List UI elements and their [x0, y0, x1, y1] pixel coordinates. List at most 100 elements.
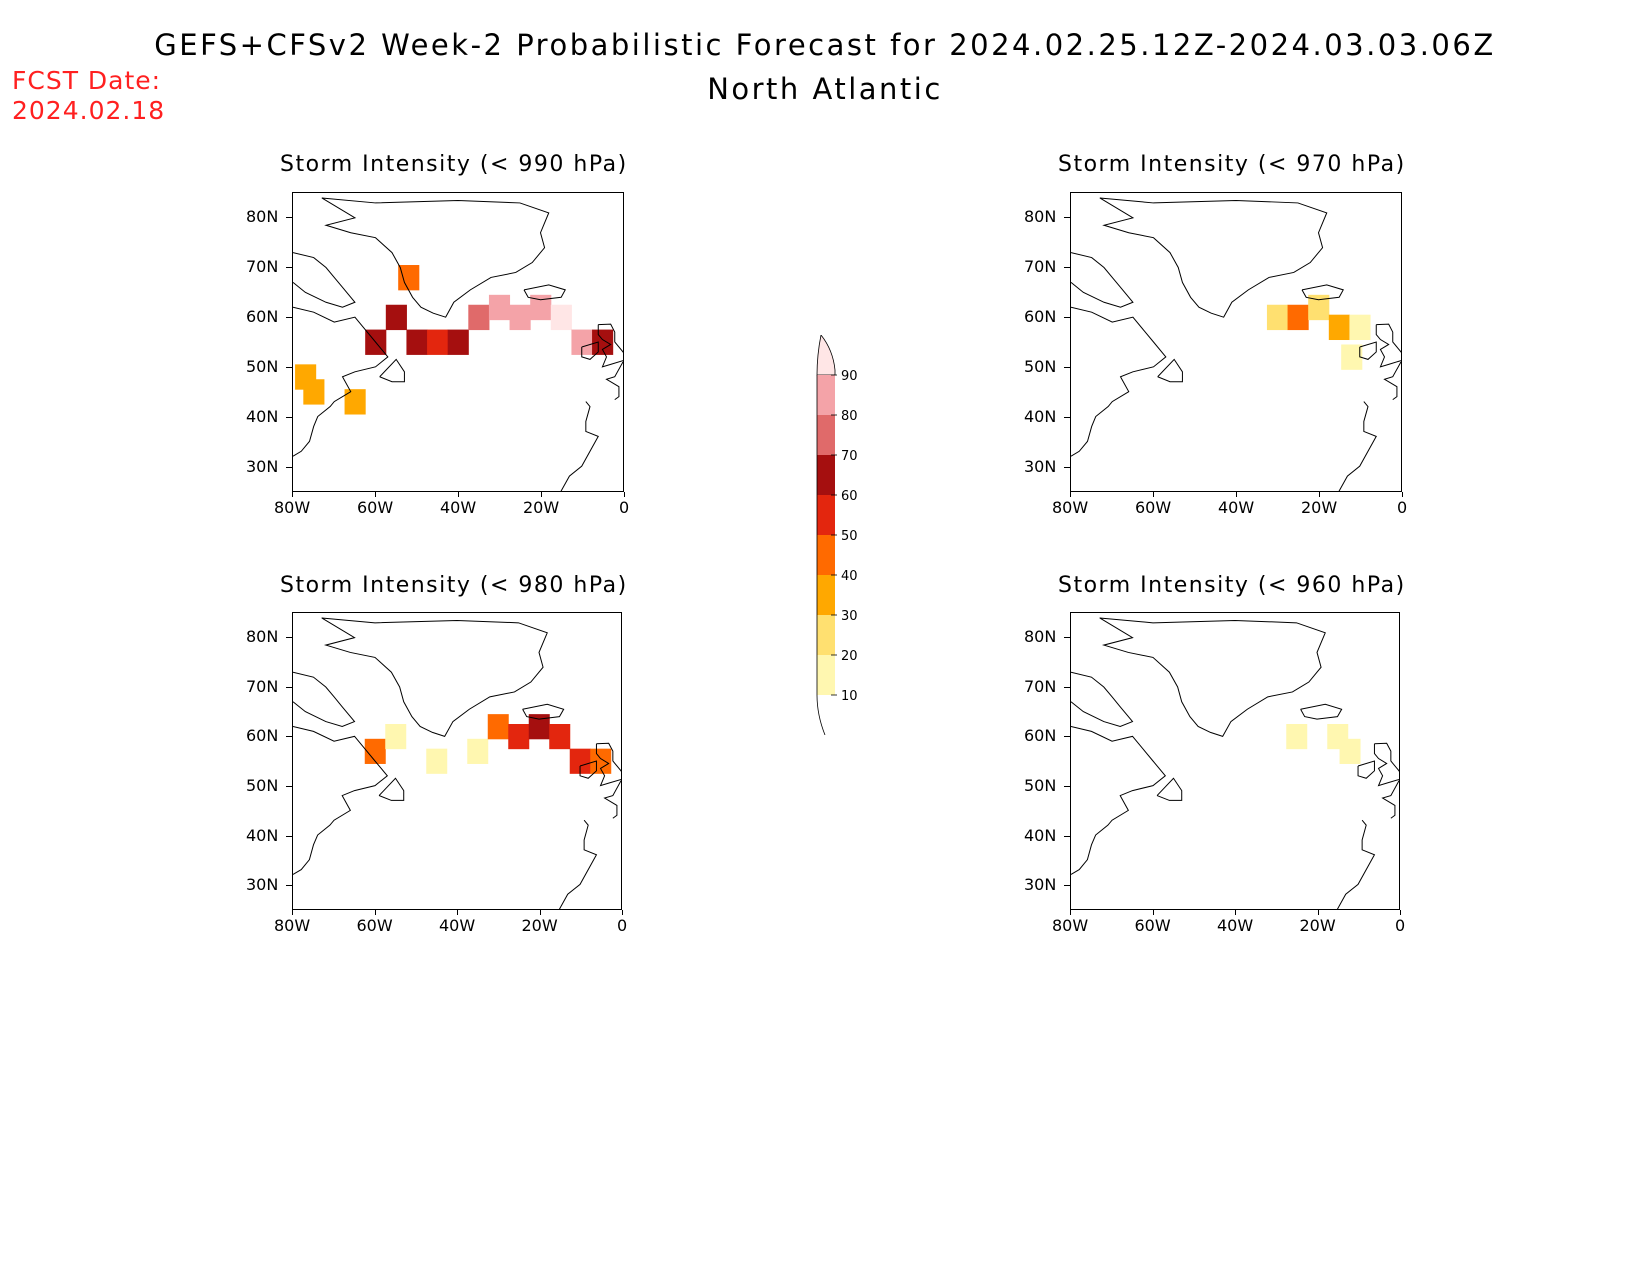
prob-cell — [344, 389, 366, 415]
map-960-svg — [1071, 617, 1399, 909]
lat-tick-label: 50N — [246, 775, 279, 795]
coastline — [321, 197, 550, 318]
prob-cell — [487, 714, 509, 740]
coastline — [1338, 401, 1377, 491]
lon-tick-label: 60W — [356, 916, 393, 935]
prob-cell — [488, 294, 511, 321]
lon-tick-label: 60W — [1135, 498, 1172, 517]
colorbar-segment — [817, 455, 835, 495]
lat-tick-label: 70N — [1024, 676, 1057, 696]
colorbar-segment — [817, 415, 835, 455]
coastline — [603, 780, 621, 819]
colorbar-bottom-cap — [816, 694, 826, 735]
coastline — [1357, 760, 1375, 779]
lat-tick-mark — [286, 885, 292, 887]
coastline — [1071, 252, 1134, 308]
lat-tick-label: 60N — [246, 307, 279, 326]
lat-tick-label: 30N — [1024, 875, 1057, 895]
lon-tick-mark — [457, 910, 458, 915]
coastline — [522, 703, 565, 720]
prob-cell — [1266, 304, 1289, 331]
lat-tick-mark — [1064, 835, 1070, 837]
colorbar-label: 20 — [841, 649, 858, 664]
prob-cell — [447, 329, 469, 355]
lat-tick-label: 70N — [246, 257, 279, 276]
prob-cell — [549, 724, 571, 750]
coastline — [1099, 197, 1328, 318]
lat-tick-label: 80N — [1024, 626, 1057, 646]
coastline — [293, 671, 356, 727]
prob-cell — [303, 379, 325, 405]
lat-tick-mark — [1064, 736, 1070, 738]
lon-tick-label: 20W — [1301, 498, 1338, 517]
colorbar-label: 60 — [841, 489, 858, 504]
prob-cell — [550, 304, 572, 331]
prob-cell — [509, 304, 531, 331]
coastline — [321, 617, 548, 737]
lon-tick-label: 40W — [439, 916, 476, 935]
lat-tick-label: 30N — [246, 875, 279, 895]
lat-tick-mark — [286, 785, 292, 787]
lat-tick-mark — [1064, 785, 1070, 787]
lon-tick-label: 60W — [1134, 916, 1171, 935]
coastline — [293, 725, 389, 875]
lon-tick-label: 20W — [523, 498, 560, 517]
colorbar-segment — [817, 495, 835, 535]
colorbar-label: 50 — [841, 529, 858, 544]
lat-tick-label: 30N — [1024, 457, 1057, 476]
map-980 — [292, 612, 622, 910]
coastline — [293, 306, 389, 457]
coastline — [579, 760, 597, 779]
lat-tick-mark — [286, 417, 292, 418]
colorbar-label: 40 — [841, 569, 858, 584]
lon-tick-mark — [541, 492, 542, 497]
colorbar-top-cap — [816, 335, 836, 376]
lon-tick-mark — [458, 492, 459, 497]
colorbar-label: 80 — [841, 409, 858, 424]
lon-tick-label: 60W — [357, 498, 394, 517]
coastline — [293, 252, 356, 308]
lat-tick-mark — [1064, 885, 1070, 887]
lat-tick-label: 70N — [1024, 257, 1057, 276]
lon-tick-mark — [375, 492, 376, 497]
lat-tick-mark — [1064, 317, 1070, 318]
prob-cell — [385, 304, 407, 331]
map-960 — [1070, 612, 1400, 910]
coastline — [1157, 358, 1183, 383]
coastline — [1383, 361, 1401, 401]
lon-tick-label: 80W — [274, 916, 311, 935]
prob-cell — [426, 748, 448, 774]
lat-tick-label: 40N — [246, 407, 279, 426]
prob-cell — [1308, 294, 1330, 321]
map-990 — [292, 192, 624, 492]
prob-cell — [398, 265, 420, 291]
lon-tick-mark — [292, 492, 293, 497]
lat-tick-mark — [1064, 367, 1070, 368]
lat-tick-mark — [286, 686, 292, 688]
lat-tick-mark — [286, 367, 292, 368]
lon-tick-mark — [1317, 910, 1319, 915]
lon-tick-mark — [1070, 492, 1071, 497]
prob-cell — [364, 738, 386, 764]
lat-tick-label: 60N — [1024, 307, 1057, 326]
coastline — [1071, 725, 1167, 875]
lat-tick-mark — [1064, 467, 1070, 468]
lon-tick-label: 20W — [521, 916, 558, 935]
colorbar-segment — [817, 575, 835, 615]
lon-tick-label: 20W — [1299, 916, 1336, 935]
lon-tick-mark — [1235, 910, 1236, 915]
coastline — [1359, 341, 1377, 360]
lat-tick-label: 80N — [1024, 207, 1057, 226]
prob-cell — [1341, 344, 1363, 370]
lon-tick-mark — [374, 910, 376, 915]
coastline — [379, 358, 405, 383]
lon-tick-mark — [1152, 910, 1154, 915]
prob-cell — [508, 724, 530, 750]
lon-tick-mark — [292, 910, 293, 915]
lat-tick-mark — [1064, 686, 1070, 688]
colorbar-segment — [817, 535, 835, 575]
lon-tick-mark — [539, 910, 541, 915]
coastline — [581, 341, 599, 360]
lon-tick-label: 0 — [1397, 498, 1408, 517]
lon-tick-mark — [622, 910, 623, 915]
